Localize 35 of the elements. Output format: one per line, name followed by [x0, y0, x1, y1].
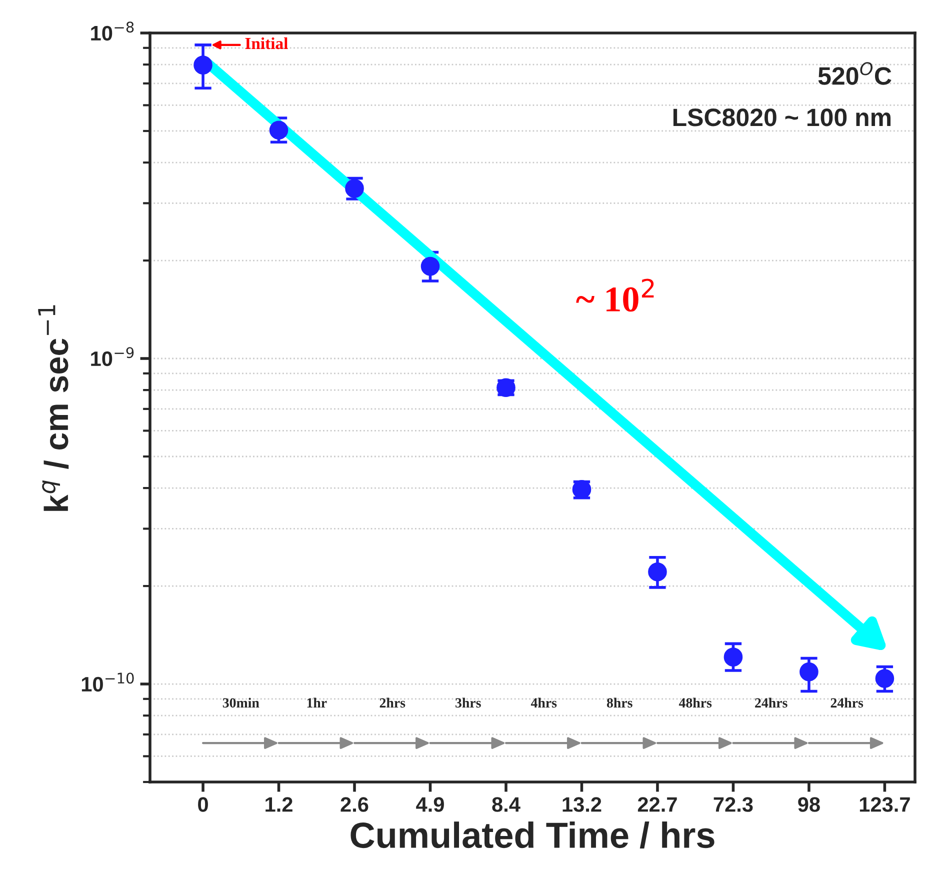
point	[800, 662, 818, 682]
x-tick-label: 4.9	[416, 797, 444, 812]
x-tick-label: 0	[198, 797, 208, 812]
annotation: 2hrs	[380, 698, 406, 708]
x-tick-label: 72.3	[714, 797, 753, 812]
point	[724, 648, 743, 666]
y-tick-label: 10$^{−8}$	[91, 22, 134, 41]
x-tick-label: 2.6	[340, 797, 368, 812]
annotation: Initial	[245, 37, 288, 50]
annotation: 24hrs	[830, 698, 864, 708]
annotation: ~ 10$^{2}$	[576, 278, 654, 312]
y-tick-label: 10$^{−10}$	[82, 672, 134, 692]
x-tick-label: 8.4	[492, 797, 520, 812]
annotation: 24hrs	[755, 698, 788, 708]
point	[194, 56, 212, 74]
y-axis-title: k$^{q}$ / cm sec$^{−1}$	[38, 305, 69, 511]
point	[269, 120, 288, 140]
point	[648, 562, 667, 582]
x-axis-title: Cumulated Time / hrs	[350, 822, 714, 848]
annotation: 1hr	[307, 698, 327, 708]
point	[875, 669, 894, 688]
annotation: 3hrs	[456, 698, 481, 708]
x-tick-label: 22.7	[638, 797, 677, 812]
point	[420, 256, 440, 276]
annotation: 48hrs	[678, 698, 712, 708]
y-tick-label: 10$^{−9}$	[91, 347, 134, 366]
annotation: 8hrs	[606, 698, 632, 708]
annotation: 30min	[222, 698, 260, 708]
x-tick-label: 13.2	[562, 797, 602, 812]
annotation: 520$^{O}$C	[818, 62, 892, 85]
annotation: LSC8020 ~ 100 nm	[673, 108, 891, 126]
x-tick-label: 123.7	[860, 797, 910, 812]
x-tick-label: 1.2	[266, 797, 292, 812]
annotation: 4hrs	[530, 698, 557, 708]
x-tick-label: 98	[798, 797, 820, 812]
